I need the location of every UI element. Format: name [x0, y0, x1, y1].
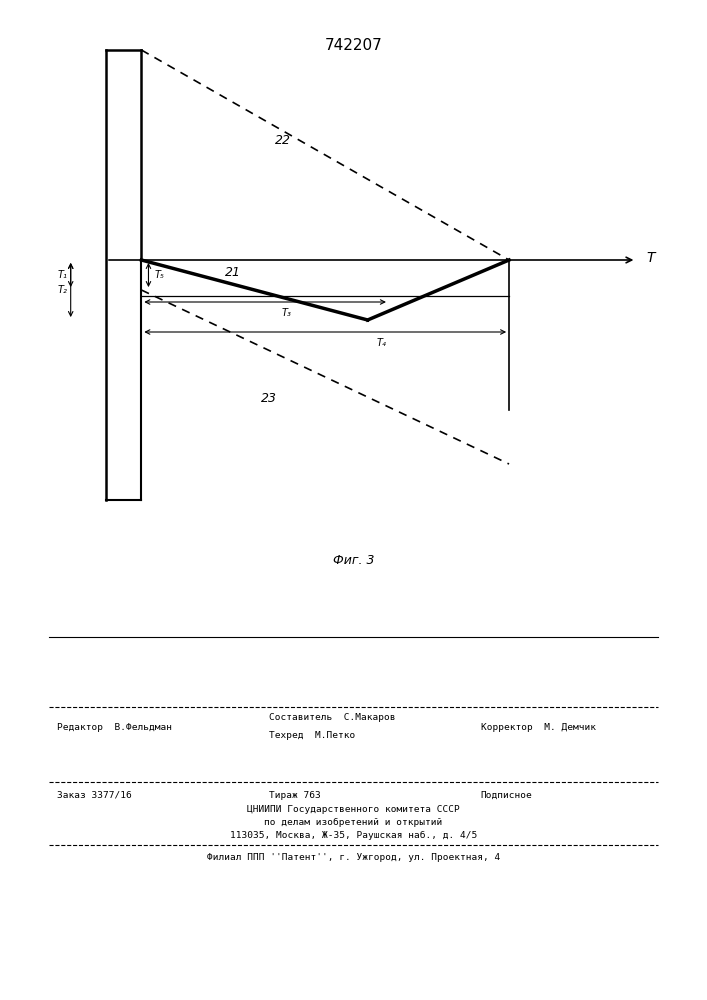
Text: Филиал ППП ''Патент'', г. Ужгород, ул. Проектная, 4: Филиал ППП ''Патент'', г. Ужгород, ул. П…	[207, 852, 500, 861]
Text: T₅: T₅	[154, 270, 164, 280]
Text: T₂: T₂	[57, 285, 67, 295]
Text: Фиг. 3: Фиг. 3	[333, 554, 374, 566]
Text: Редактор  В.Фельдман: Редактор В.Фельдман	[57, 724, 172, 732]
Text: Корректор  М. Демчик: Корректор М. Демчик	[481, 724, 596, 732]
Text: Техред  М.Петко: Техред М.Петко	[269, 730, 355, 740]
Text: 742207: 742207	[325, 38, 382, 53]
Text: 113035, Москва, Ж-35, Раушская наб., д. 4/5: 113035, Москва, Ж-35, Раушская наб., д. …	[230, 830, 477, 840]
Text: Заказ 3377/16: Заказ 3377/16	[57, 790, 132, 800]
Text: T₄: T₄	[377, 338, 387, 348]
Text: T₃: T₃	[281, 308, 291, 318]
Text: 23: 23	[261, 391, 276, 404]
Text: ЦНИИПИ Государственного комитета СССР: ЦНИИПИ Государственного комитета СССР	[247, 804, 460, 814]
Text: T₁: T₁	[57, 270, 67, 280]
Text: T: T	[647, 251, 655, 265]
Text: по делам изобретений и открытий: по делам изобретений и открытий	[264, 817, 443, 827]
Text: Составитель  С.Макаров: Составитель С.Макаров	[269, 712, 395, 722]
Text: Тираж 763: Тираж 763	[269, 790, 320, 800]
Text: 21: 21	[226, 265, 241, 278]
Text: 22: 22	[275, 133, 291, 146]
Text: Подписное: Подписное	[481, 790, 532, 800]
